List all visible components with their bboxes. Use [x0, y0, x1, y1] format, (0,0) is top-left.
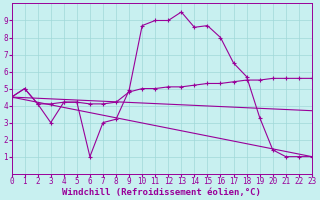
X-axis label: Windchill (Refroidissement éolien,°C): Windchill (Refroidissement éolien,°C): [62, 188, 261, 197]
